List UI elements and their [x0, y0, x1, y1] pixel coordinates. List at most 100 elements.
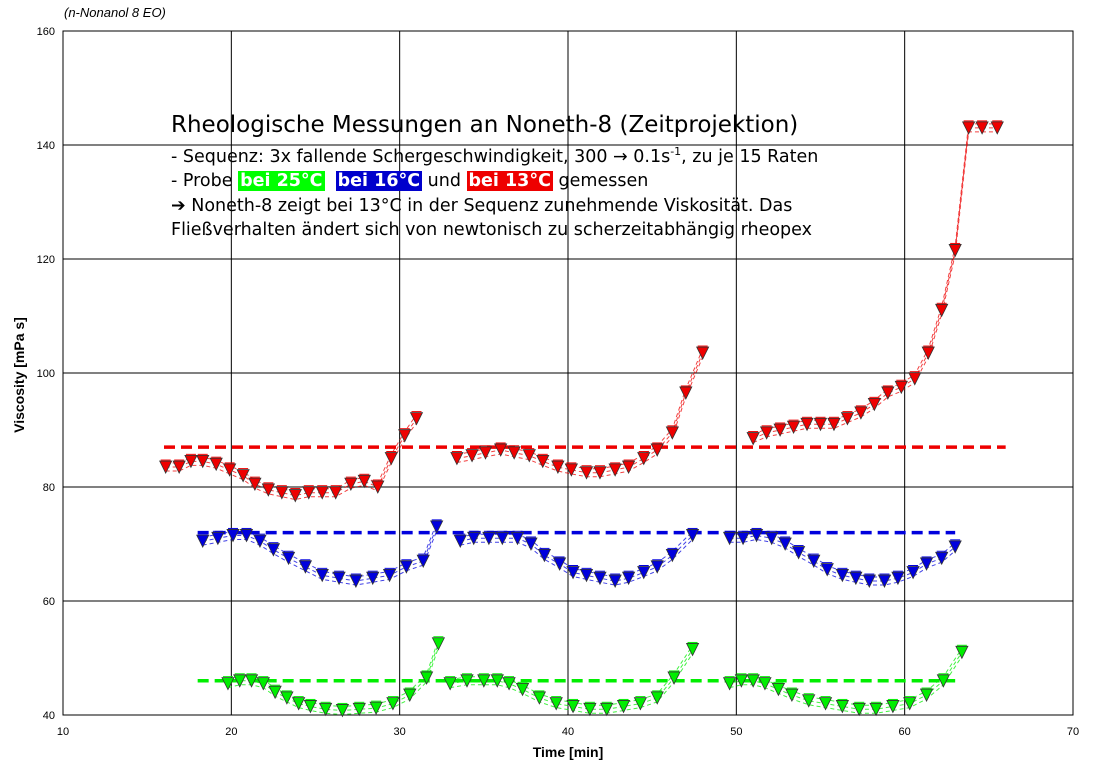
- data-point: [494, 443, 508, 457]
- data-point: [371, 480, 385, 494]
- data-point: [460, 674, 474, 688]
- data-point: [211, 531, 225, 546]
- data-point: [329, 486, 343, 500]
- error-band-line: [729, 656, 963, 714]
- data-point: [369, 701, 383, 716]
- data-point: [908, 372, 922, 386]
- x-tick-label: 40: [562, 726, 574, 738]
- data-point: [288, 489, 302, 503]
- data-point: [835, 568, 850, 583]
- y-tick-label: 160: [37, 26, 55, 38]
- data-point: [990, 121, 1004, 135]
- data-point: [600, 702, 614, 717]
- y-tick-label: 60: [43, 596, 55, 608]
- x-tick-label: 10: [57, 726, 69, 738]
- data-point: [416, 554, 430, 568]
- data-point: [382, 568, 397, 583]
- data-point: [226, 529, 240, 543]
- data-point: [650, 691, 664, 705]
- x-tick-label: 20: [225, 726, 237, 738]
- data-point: [621, 460, 636, 474]
- data-point: [886, 700, 900, 714]
- data-point: [785, 688, 799, 702]
- error-band-line: [202, 530, 438, 586]
- data-point: [935, 551, 949, 566]
- y-tick-label: 140: [37, 140, 55, 152]
- data-point: [679, 386, 693, 400]
- data-point: [403, 688, 417, 702]
- data-point: [621, 571, 636, 586]
- data-point: [758, 677, 772, 691]
- data-point: [746, 674, 760, 688]
- series-1: [196, 519, 962, 588]
- data-point: [894, 380, 908, 395]
- annotation-box: Rheologische Messungen an Noneth-8 (Zeit…: [171, 110, 818, 243]
- data-point: [579, 466, 594, 480]
- data-point: [430, 520, 444, 534]
- data-point: [633, 697, 648, 711]
- series-0: [221, 636, 969, 718]
- data-point: [532, 691, 547, 705]
- data-point: [877, 574, 892, 588]
- data-point: [650, 560, 664, 574]
- data-point: [854, 406, 868, 420]
- y-tick-labels: 40 60 80 100 120 140 160: [37, 26, 55, 722]
- data-point: [685, 529, 700, 543]
- data-point: [696, 346, 710, 360]
- data-point: [256, 677, 270, 691]
- line1-end: , zu je 15 Raten: [681, 146, 819, 167]
- data-point: [820, 563, 834, 577]
- error-band-line: [450, 649, 693, 710]
- data-point: [807, 554, 821, 568]
- data-point: [196, 454, 210, 469]
- data-point: [835, 700, 850, 714]
- data-point: [478, 446, 493, 460]
- error-band-line: [450, 653, 693, 714]
- data-point: [239, 529, 254, 543]
- reference-lines: [164, 445, 1006, 683]
- y-tick-label: 100: [37, 368, 55, 380]
- data-point: [734, 674, 749, 688]
- tag-25c: bei 25°C: [238, 171, 325, 192]
- error-band-line: [227, 643, 439, 711]
- data-point: [495, 531, 509, 546]
- error-band-line: [202, 526, 438, 582]
- data-point: [583, 702, 597, 717]
- data-point: [236, 469, 250, 483]
- data-point: [551, 460, 565, 474]
- line1-superscript: -1: [670, 145, 682, 158]
- data-point: [335, 704, 350, 718]
- data-point: [510, 531, 525, 546]
- data-point: [315, 568, 329, 583]
- data-point: [467, 531, 481, 546]
- x-axis-title: Time [min]: [533, 744, 604, 760]
- data-point: [298, 560, 313, 574]
- data-point: [722, 531, 737, 546]
- data-point: [566, 566, 580, 580]
- data-point: [955, 645, 969, 660]
- data-point: [244, 674, 259, 688]
- data-point: [172, 460, 186, 474]
- data-point: [453, 534, 467, 549]
- series-2: [159, 120, 1004, 503]
- data-point: [579, 568, 594, 583]
- data-point: [507, 446, 521, 460]
- data-series: [159, 120, 1004, 718]
- data-point: [919, 557, 934, 571]
- data-point: [431, 637, 446, 651]
- data-point: [593, 466, 607, 480]
- data-point: [921, 346, 935, 360]
- data-point: [759, 426, 774, 440]
- error-band-line: [460, 539, 693, 586]
- data-point: [593, 571, 607, 586]
- y-tick-label: 40: [43, 710, 55, 722]
- y-axis-title: Viscosity [mPa s]: [11, 317, 27, 433]
- data-point: [332, 571, 346, 586]
- data-point: [800, 417, 814, 432]
- error-band-line: [202, 522, 438, 578]
- data-point: [315, 486, 329, 500]
- data-point: [477, 674, 491, 688]
- data-point: [465, 449, 479, 463]
- error-band-line: [456, 356, 704, 478]
